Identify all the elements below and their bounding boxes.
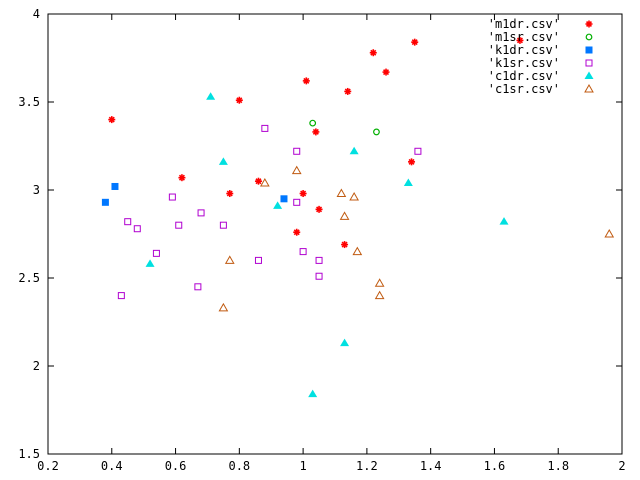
data-point [403,178,413,186]
data-point [226,190,234,198]
series-c1dr-csv [145,92,509,398]
x-tick-label: 1 [299,459,306,473]
data-point [224,255,235,264]
legend-marker [584,83,594,93]
x-tick-label: 0.8 [228,459,250,473]
data-point [235,96,243,104]
data-point [111,182,119,190]
data-point [124,218,132,226]
data-point [604,228,615,238]
data-point [374,278,385,287]
series-m1dr-csv [108,36,524,249]
data-point [516,36,524,44]
data-point [133,225,141,233]
data-point [280,195,288,203]
y-tick-label: 2 [33,359,40,373]
data-point [178,174,186,182]
legend-label: 'm1dr.csv' [488,17,560,31]
y-tick-label: 2.5 [18,271,40,285]
data-point [293,147,301,155]
data-point [315,205,323,213]
data-point [293,198,301,206]
data-points [101,36,615,398]
y-tick-label: 3.5 [18,95,40,109]
x-tick-label: 2 [618,459,625,473]
data-point [339,211,350,220]
data-point [197,209,205,217]
plot-frame [47,13,623,455]
data-point [206,92,216,100]
data-point [315,272,323,280]
y-tick-label: 1.5 [18,447,40,461]
data-point [101,198,109,206]
data-point [414,147,422,155]
data-point [312,128,320,136]
data-point [299,190,307,198]
data-point [218,302,229,312]
y-tick-label: 4 [33,7,40,21]
data-point [373,128,380,136]
data-point [152,249,160,257]
data-point [168,193,176,201]
data-point [302,77,310,85]
legend-marker [585,59,593,67]
data-point [293,228,301,236]
data-point [352,246,363,256]
data-point [145,259,155,267]
data-point [194,283,202,291]
x-tick-label: 0.2 [37,459,59,473]
data-point [254,256,262,264]
legend-label: 'k1dr.csv' [488,43,560,57]
data-point [336,188,347,198]
x-tick-label: 1.4 [420,459,442,473]
data-point [341,241,349,249]
legend: 'm1dr.csv''m1sr.csv''k1dr.csv''k1sr.csv'… [488,17,594,96]
data-point [499,217,509,225]
series-m1sr-csv [309,119,380,136]
data-point [261,124,269,132]
data-point [254,177,262,185]
data-point [408,158,416,166]
legend-label: 'c1sr.csv' [488,82,560,96]
data-point [374,290,385,300]
data-point [299,248,307,256]
data-point [308,389,318,398]
data-point [344,87,352,95]
series-k1sr-csv [117,124,422,300]
data-point [315,256,323,264]
x-tick-label: 1.6 [484,459,506,473]
data-point [411,38,419,46]
x-tick-label: 1.8 [547,459,569,473]
data-point [382,68,390,76]
legend-label: 'm1sr.csv' [488,30,560,44]
legend-marker [585,20,593,28]
x-tick-label: 0.6 [165,459,187,473]
data-point [108,116,116,124]
x-tick-label: 0.4 [101,459,123,473]
data-point [273,201,283,209]
data-point [117,292,125,300]
legend-label: 'c1dr.csv' [488,69,560,83]
y-tick-label: 3 [33,183,40,197]
data-point [259,177,270,187]
data-point [175,221,183,229]
data-point [369,49,377,57]
data-point [218,157,228,165]
data-point [219,221,227,229]
series-c1sr-csv [218,165,615,312]
legend-marker [585,33,593,41]
axis-ticks: 0.2 0.4 0.6 0.8 1 1.2 1.4 1.6 1.8 2 1.5 2 2.5 3 3.5 4 [18,7,625,473]
data-point [349,192,359,201]
legend-label: 'k1sr.csv' [488,56,560,70]
data-point [340,338,350,347]
data-point [349,146,359,155]
x-tick-label: 1.2 [356,459,378,473]
series-k1dr-csv [101,182,288,206]
data-point [291,165,302,175]
legend-marker [584,71,594,79]
legend-marker [585,46,593,54]
data-point [309,119,317,127]
